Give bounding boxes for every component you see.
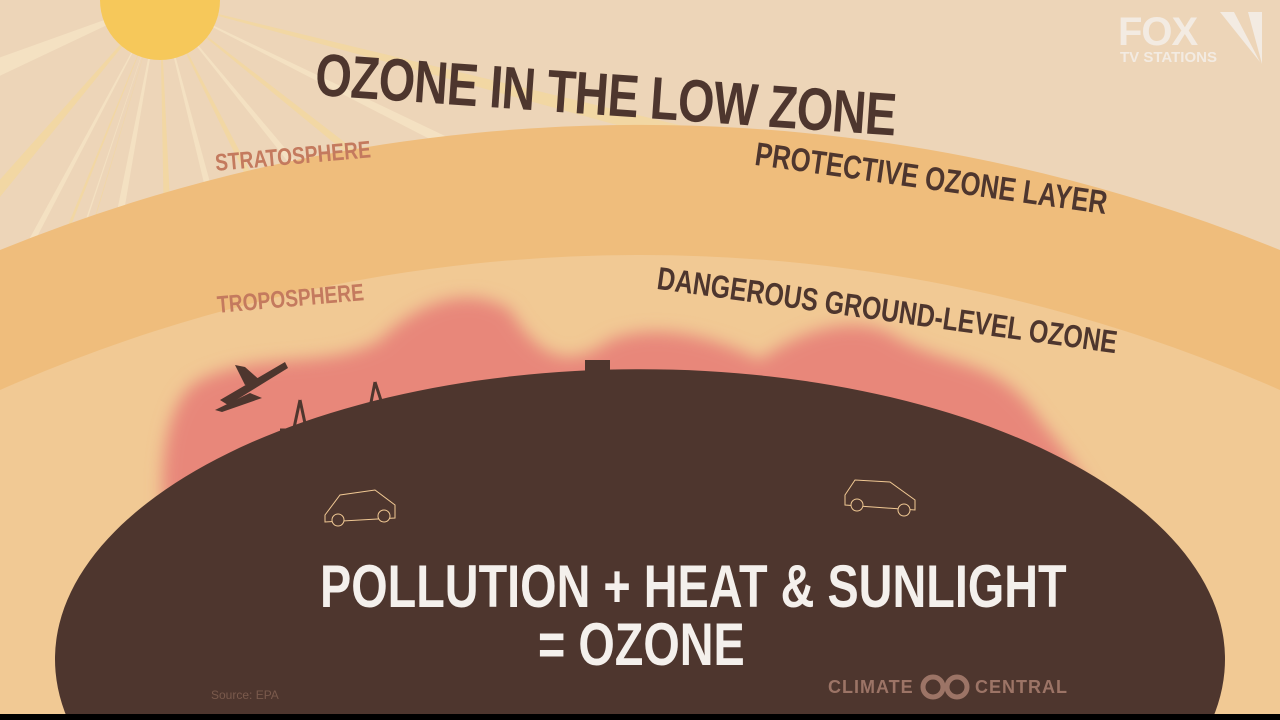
sun-ray	[160, 0, 753, 161]
equation-line-2: = OZONE	[538, 611, 745, 678]
fox-watermark: FOX	[1118, 10, 1198, 54]
climate-central-logo-icon	[920, 674, 970, 700]
sun-icon	[100, 0, 220, 60]
equation-line-1: POLLUTION + HEAT & SUNLIGHT	[320, 553, 1067, 620]
airplane-icon	[215, 362, 288, 412]
credit-left: CLIMATE	[828, 677, 914, 697]
sun-ray	[0, 0, 160, 309]
bottom-bar	[0, 714, 1280, 720]
fox-logo-mark-icon	[1220, 12, 1262, 64]
ground-hill	[55, 369, 1225, 720]
sun-ray	[0, 0, 160, 197]
source-note: Source: EPA	[211, 688, 279, 702]
fox-watermark-sub: TV STATIONS	[1120, 49, 1217, 66]
credit-right: CENTRAL	[975, 677, 1068, 697]
car-icon	[324, 479, 916, 527]
